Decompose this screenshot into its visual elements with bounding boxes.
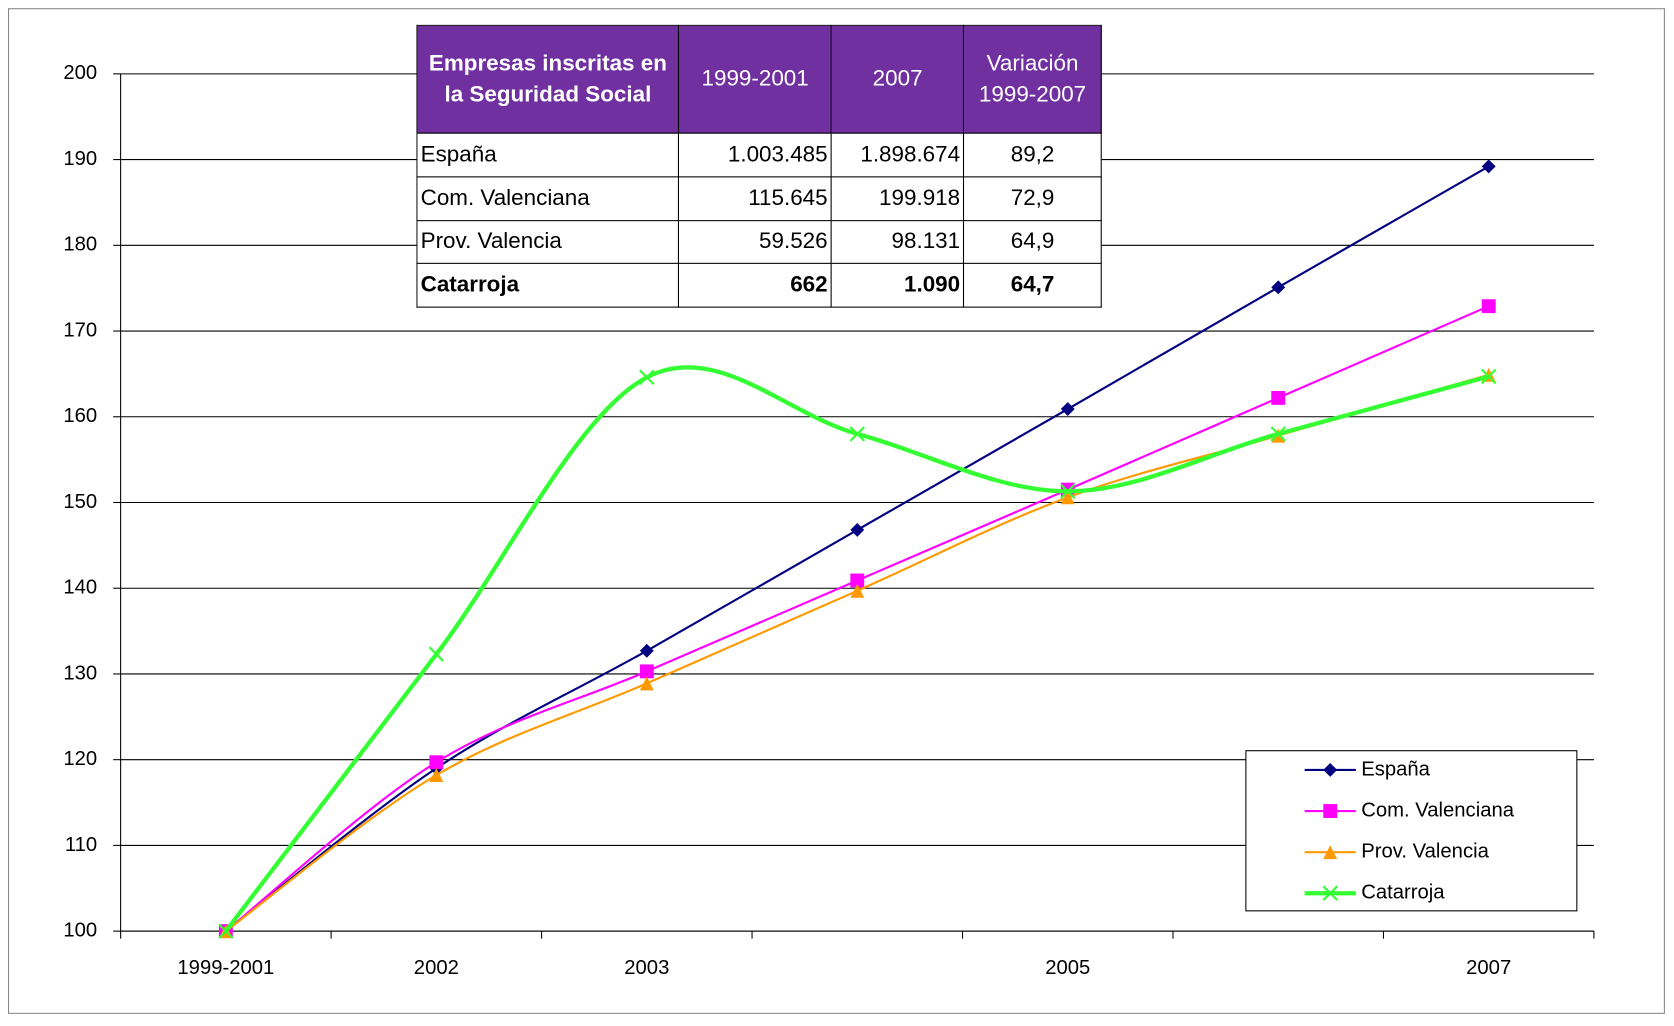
table-cell: 1.898.674 <box>830 132 965 178</box>
marker <box>1060 490 1075 505</box>
y-tick-label: 100 <box>63 919 97 941</box>
legend-label: Prov. Valencia <box>1361 840 1489 862</box>
legend-label: Catarroja <box>1361 882 1445 904</box>
table-header-row: Empresas inscritas en la Seguridad Socia… <box>416 24 1102 134</box>
table-wrap: Empresas inscritas en la Seguridad Socia… <box>416 24 1102 308</box>
y-tick-label: 110 <box>65 834 97 856</box>
table-cell: 72,9 <box>963 176 1102 221</box>
marker <box>850 573 865 588</box>
table-container: Empresas inscritas en la Seguridad Socia… <box>416 24 1102 308</box>
table-header-cell: Variación 1999-2007 <box>963 24 1102 134</box>
x-tick-label: 2002 <box>414 957 459 979</box>
plot-area: 100 110 120 130 140 150 160 170 180 190 200 1999-20… <box>63 62 1595 979</box>
legend-label: Com. Valenciana <box>1361 799 1515 821</box>
table-cell: 98.131 <box>830 219 965 265</box>
y-tick-label: 170 <box>63 319 97 341</box>
marker <box>1271 280 1286 295</box>
marker <box>639 676 654 691</box>
data-table: Empresas inscritas en la Seguridad Socia… <box>416 24 1102 308</box>
table-header-cell: 1999-2001 <box>678 24 832 134</box>
x-tick-label: 2003 <box>624 957 669 979</box>
legend-marker <box>1323 845 1338 860</box>
y-tick-label: 120 <box>63 748 97 770</box>
x-tick-label: 1999-2001 <box>177 957 274 979</box>
y-tick-label: 180 <box>63 234 97 256</box>
legend-marker <box>1322 885 1338 901</box>
table-row: Com. Valenciana 115.645 199.918 72,9 <box>416 176 1102 221</box>
series-line <box>224 365 1490 933</box>
marker <box>639 369 655 386</box>
table-header-cell: 2007 <box>830 24 965 134</box>
legend-box <box>1245 750 1578 912</box>
marker <box>1481 368 1497 385</box>
table-cell: 89,2 <box>963 132 1102 178</box>
legend-marker <box>1323 804 1338 818</box>
marker <box>1060 483 1076 500</box>
table-cell: 1.090 <box>830 263 965 308</box>
table-cell: 199.918 <box>830 176 965 221</box>
y-tick-label: 140 <box>63 577 97 599</box>
table-cell: 115.645 <box>678 176 832 221</box>
y-tick-label: 130 <box>63 662 97 684</box>
y-tick-label: 160 <box>63 405 97 427</box>
marker <box>1481 299 1496 314</box>
y-tick-label: 190 <box>63 148 97 170</box>
table-cell: 64,9 <box>963 219 1102 265</box>
marker <box>429 755 444 770</box>
table-cell: Prov. Valencia <box>416 219 680 265</box>
y-tick-label: 200 <box>63 62 97 84</box>
x-tick-label: 2005 <box>1045 957 1090 979</box>
table-cell: Catarroja <box>416 263 680 308</box>
marker <box>850 583 865 598</box>
marker <box>1481 159 1496 174</box>
y-tick-label: 150 <box>63 491 97 513</box>
x-tick-label: 2007 <box>1466 957 1511 979</box>
marker <box>849 426 865 442</box>
marker <box>639 664 654 679</box>
table-header-cell: Empresas inscritas en la Seguridad Socia… <box>416 24 680 134</box>
table-cell: España <box>416 132 680 178</box>
legend-marker <box>1323 762 1338 777</box>
marker <box>639 643 654 658</box>
table-cell: 59.526 <box>678 219 832 265</box>
marker <box>1060 402 1075 416</box>
table-cell: 662 <box>678 263 832 308</box>
table-cell: 1.003.485 <box>678 132 832 178</box>
marker <box>429 768 444 783</box>
chart-frame <box>8 8 1665 1014</box>
legend-label: España <box>1361 758 1430 780</box>
table-cell: Com. Valenciana <box>416 176 680 221</box>
table-row: Prov. Valencia 59.526 98.131 64,9 <box>416 219 1102 265</box>
marker <box>1271 390 1286 405</box>
marker <box>1270 426 1286 442</box>
marker <box>218 923 234 939</box>
marker <box>850 522 865 537</box>
table-row: Catarroja 662 1.090 64,7 <box>416 263 1102 308</box>
marker <box>428 646 445 662</box>
table-row: España 1.003.485 1.898.674 89,2 <box>416 132 1102 178</box>
table-cell: 64,7 <box>963 263 1102 308</box>
